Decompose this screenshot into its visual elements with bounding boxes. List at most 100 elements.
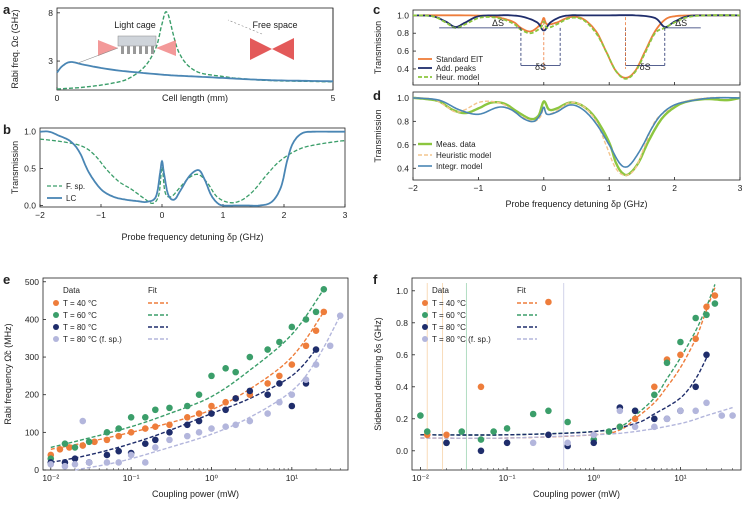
panel-b-free-space-line	[39, 138, 346, 205]
panel-c-delta-s-1: δS	[535, 62, 546, 72]
panel-f-point	[703, 311, 710, 319]
panel-letter-b: b	[3, 122, 11, 137]
panel-f-legend-0: T = 40 °C	[432, 299, 466, 308]
panel-f-ytick-label: 0.0	[396, 446, 408, 456]
panel-e-point	[115, 432, 122, 440]
panel-c-legend-1: Add. peaks	[436, 64, 476, 73]
panel-f-fit-3	[420, 406, 733, 439]
panel-e-point	[166, 436, 173, 444]
panel-e-point	[288, 391, 296, 399]
panel-a-light-cage-line	[56, 61, 333, 83]
panel-f-xtick-label: 10⁰	[587, 473, 600, 483]
panel-c-legend-0: Standard EIT	[436, 55, 483, 64]
panel-f-point	[703, 351, 710, 359]
panel-letter-c: c	[373, 2, 380, 17]
panel-f-point	[564, 439, 571, 447]
panel-e-legend-marker-2	[53, 324, 59, 330]
panel-e-point	[79, 417, 87, 425]
panel-e-legend-marker-1	[53, 312, 59, 318]
panel-f-point	[651, 391, 658, 399]
panel-f-xtick-label: 10¹	[674, 473, 686, 483]
panel-f-point	[477, 447, 485, 455]
panel-e-point	[246, 387, 254, 395]
panel-e-point	[195, 429, 203, 436]
panel-f-ytick-label: 0.8	[396, 318, 408, 328]
panel-f-legend-marker-2	[422, 324, 428, 330]
panel-f-point	[703, 303, 710, 311]
panel-e-point	[141, 413, 149, 421]
panel-e-point	[103, 429, 111, 436]
panel-e-point	[152, 423, 159, 431]
panel-e-ytick-label: 200	[25, 390, 39, 400]
panel-e-point	[56, 445, 64, 453]
panel-e-point	[312, 361, 320, 368]
panel-f-point	[631, 415, 639, 423]
panel-e-point	[91, 438, 98, 446]
panel-d-xtick-label: 1	[607, 183, 612, 193]
panel-f-point	[729, 412, 736, 419]
free-space-icon	[250, 38, 294, 60]
panel-e-fit-0	[50, 311, 325, 450]
panel-f-point	[677, 338, 684, 346]
panel-e-point	[264, 346, 271, 353]
panel-e-point	[288, 361, 296, 368]
panel-e-point	[166, 429, 173, 436]
panel-e-point	[103, 459, 111, 466]
panel-e-legend-0: T = 40 °C	[63, 299, 97, 308]
panel-e-point	[302, 342, 310, 350]
panel-b-legend-lc: LC	[66, 194, 76, 203]
panel-f-point	[651, 423, 658, 431]
panel-e-point	[276, 338, 283, 346]
panel-e-point	[103, 451, 111, 459]
panel-e-point	[320, 308, 328, 316]
panel-f-legend-data-title: Data	[432, 286, 449, 295]
panel-f-point	[545, 407, 552, 415]
panel-e-point	[183, 432, 191, 440]
panel-e-point	[264, 391, 271, 399]
panel-e-point	[195, 417, 203, 425]
panel-e-xlabel: Coupling power (mW)	[152, 489, 239, 499]
panel-f-point	[529, 410, 537, 418]
panel-c-ytick-label: 0.8	[397, 28, 409, 38]
panel-e-point	[127, 451, 135, 459]
panel-f-ytick-label: 0.4	[396, 382, 408, 392]
panel-f-xlabel: Coupling power (mW)	[533, 489, 620, 499]
panel-f-ytick-label: 0.2	[396, 414, 408, 424]
panel-d-frame	[412, 91, 741, 181]
panel-e-legend-3: T = 80 °C (f. sp.)	[63, 335, 122, 344]
panel-e-point	[222, 423, 229, 431]
panel-f-point	[503, 425, 511, 432]
panel-f-point	[631, 407, 639, 415]
panel-e-fit-3	[74, 315, 341, 471]
panel-f-point	[677, 407, 684, 415]
panel-f-point	[677, 351, 684, 359]
panel-e-point	[183, 402, 191, 410]
panel-c-Delta-s-2: ΔS	[675, 18, 687, 28]
panel-e-point	[152, 436, 159, 444]
panel-e-point	[152, 444, 159, 451]
panel-f-legend-2: T = 80 °C	[432, 323, 466, 332]
panel-e-point	[79, 442, 87, 449]
panel-d-legend-2: Integr. model	[436, 162, 482, 171]
panel-d-xtick-label: −1	[474, 183, 484, 193]
panel-c-line-0	[413, 14, 740, 79]
panel-e-point	[232, 368, 239, 376]
panel-d-legend-0: Meas. data	[436, 140, 476, 149]
light-cage-body	[117, 35, 157, 47]
panel-a-ytick-label: 3	[48, 56, 53, 66]
panel-e-point	[115, 459, 122, 466]
panel-e-point	[195, 410, 203, 417]
panel-e-ytick-label: 300	[25, 352, 39, 362]
panel-d-ytick-label: 0.8	[397, 116, 409, 126]
free-space-beam-right	[272, 38, 294, 60]
panel-d-legend-1: Heuristic model	[436, 151, 491, 160]
panel-f-point	[703, 399, 710, 407]
panel-letter-e: e	[3, 272, 10, 287]
panel-e-point	[127, 413, 135, 421]
panel-a-light-cage-label: Light cage	[114, 20, 156, 30]
panel-e-point	[312, 327, 320, 335]
panel-e-point	[85, 438, 93, 446]
light-cage-beam-in	[98, 40, 118, 56]
panel-e-point	[246, 417, 254, 425]
panel-e-point	[264, 380, 271, 387]
